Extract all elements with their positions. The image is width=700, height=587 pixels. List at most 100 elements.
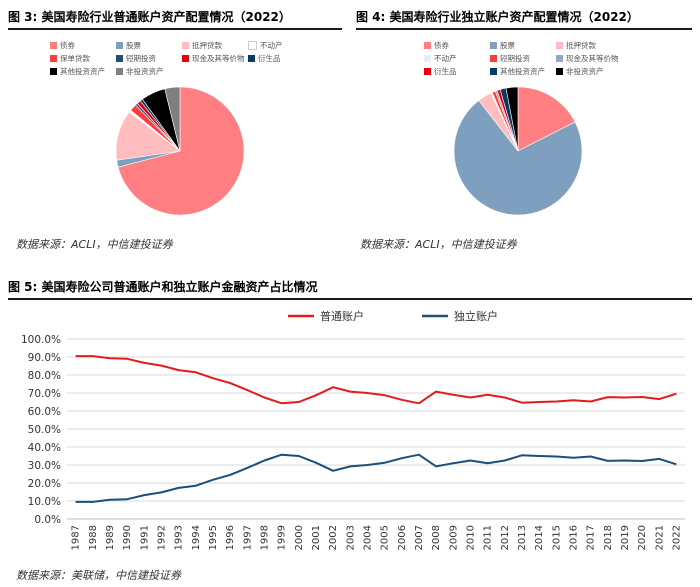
fig5-x-tick-label: 2007	[414, 525, 425, 550]
fig4-pie-slice	[453, 100, 583, 216]
fig5-title: 图 5: 美国寿险公司普通账户和独立账户金融资产占比情况	[8, 280, 318, 294]
fig3-legend-label: 不动产	[260, 41, 283, 50]
fig5-x-tick-label: 2008	[431, 525, 442, 550]
fig3-legend-label: 短期投资	[126, 54, 156, 63]
fig3-legend-row: 保单贷款 短期投资 现金及其等价物 衍生品	[50, 52, 308, 65]
fig5-series-line-1	[75, 355, 677, 405]
fig5-line-chart: 0.0% 10.0% 20.0% 30.0% 40.0% 50.0% 60.0% 70.0% 8…	[21, 309, 685, 550]
fig5-x-tick-label: 1990	[122, 525, 133, 550]
fig3-legend-swatch	[50, 42, 57, 49]
fig5-x-tick-label: 1992	[156, 525, 167, 550]
fig5-y-tick-label: 50.0%	[28, 424, 61, 436]
fig3-legend-item: 非投资资产	[116, 66, 182, 77]
fig5-x-tick-label: 2000	[294, 525, 305, 550]
fig3-pie-slice	[164, 86, 181, 152]
fig4-legend-item: 债券	[424, 40, 490, 51]
fig5-y-tick-label: 60.0%	[28, 406, 61, 418]
fig5-x-tick-label: 2012	[500, 525, 511, 550]
fig5-y-tick-label: 10.0%	[28, 496, 61, 508]
fig4-legend-item: 衍生品	[424, 66, 490, 77]
fig3-legend-label: 股票	[126, 41, 141, 50]
fig3-legend-swatch	[116, 42, 123, 49]
fig4-legend-item: 不动产	[424, 53, 490, 64]
fig3-legend-label: 债券	[60, 41, 75, 50]
fig5-x-tick-label: 2015	[551, 525, 562, 550]
fig5-x-tick-label: 1993	[174, 525, 185, 550]
fig4-legend-swatch	[490, 55, 497, 62]
fig3-source: 数据来源：ACLI，中信建投证券	[16, 238, 173, 251]
fig5-x-tick-label: 2021	[654, 525, 665, 550]
fig5-x-tick-label: 1991	[139, 525, 150, 550]
fig5-x-tick-label: 2019	[620, 525, 631, 550]
fig4-legend-swatch	[556, 55, 563, 62]
fig4-legend-swatch	[556, 42, 563, 49]
fig4-legend-item: 短期投资	[490, 53, 556, 64]
fig4-legend-label: 抵押贷款	[566, 41, 596, 50]
fig5-x-tick-label: 2003	[345, 525, 356, 550]
fig3-legend-item: 衍生品	[248, 53, 308, 64]
fig4-legend-label: 衍生品	[434, 67, 457, 76]
fig4-legend-row: 债券 股票 抵押贷款	[424, 39, 622, 52]
fig3-legend-label: 现金及其等价物	[192, 54, 245, 63]
fig3-legend-item: 抵押贷款	[182, 40, 248, 51]
fig5-legend-label: 独立账户	[454, 309, 498, 323]
fig5-x-tick-label: 2001	[311, 525, 322, 550]
fig3-legend-item: 现金及其等价物	[182, 53, 248, 64]
fig4-legend-swatch	[490, 68, 497, 75]
fig3-pie-slice	[117, 86, 245, 216]
fig5-x-tick-label: 2002	[328, 525, 339, 550]
fig5-x-tick-label: 1995	[208, 525, 219, 550]
fig4-legend-swatch	[424, 68, 431, 75]
fig3-legend-swatch	[182, 55, 189, 62]
fig3-pie-chart	[115, 86, 245, 216]
fig4-legend-label: 不动产	[434, 54, 457, 63]
fig5-x-tick-label: 2009	[448, 525, 459, 550]
fig5-y-tick-label: 100.0%	[21, 334, 61, 346]
fig4-pie-chart	[453, 86, 583, 216]
fig4-legend-swatch	[556, 68, 563, 75]
fig5-x-tick-label: 1998	[259, 525, 270, 550]
fig3-legend-label: 非投资资产	[126, 67, 164, 76]
fig4-legend-label: 其他投资资产	[500, 67, 545, 76]
fig5-x-tick-label: 2017	[586, 525, 597, 550]
fig4-legend-swatch	[424, 42, 431, 49]
fig5-x-tick-label: 2022	[671, 525, 682, 550]
fig4-legend-item: 其他投资资产	[490, 66, 556, 77]
fig4-legend-label: 现金及其等价物	[566, 54, 619, 63]
fig5-y-tick-label: 40.0%	[28, 442, 61, 454]
fig5-x-tick-label: 2016	[568, 525, 579, 550]
fig4-legend-item: 非投资资产	[556, 66, 622, 77]
fig3-legend-swatch	[50, 68, 57, 75]
fig3-legend-item: 短期投资	[116, 53, 182, 64]
fig4-legend-label: 短期投资	[500, 54, 530, 63]
fig3-title: 图 3: 美国寿险行业普通账户资产配置情况（2022）	[8, 10, 291, 24]
fig3-legend-swatch	[248, 41, 257, 50]
fig5-x-tick-label: 1999	[277, 525, 288, 550]
fig3-legend-swatch	[116, 68, 123, 75]
fig5-x-tick-label: 2006	[397, 525, 408, 550]
fig3-legend-row: 债券 股票 抵押贷款 不动产	[50, 39, 308, 52]
fig4-legend-item: 股票	[490, 40, 556, 51]
fig4-legend-row: 不动产 短期投资 现金及其等价物	[424, 52, 622, 65]
fig3-legend-swatch	[182, 42, 189, 49]
fig5-title-rule	[8, 298, 692, 300]
fig5-x-tick-label: 1997	[242, 525, 253, 550]
fig3-legend-label: 抵押贷款	[192, 41, 222, 50]
fig4-legend-swatch	[490, 42, 497, 49]
fig5-series-line-2	[75, 453, 677, 503]
fig4-legend-label: 非投资资产	[566, 67, 604, 76]
fig5-source: 数据来源：美联储，中信建投证券	[16, 569, 181, 582]
fig3-legend-swatch	[116, 55, 123, 62]
fig5-x-tick-label: 2004	[362, 525, 373, 550]
fig4-legend-row: 衍生品 其他投资资产 非投资资产	[424, 65, 622, 78]
fig3-legend-item: 其他投资资产	[50, 66, 116, 77]
fig4-legend-label: 债券	[434, 41, 449, 50]
fig4-pie-slice	[505, 86, 519, 152]
fig4-legend-swatch	[424, 55, 431, 62]
fig5-x-tick-label: 1987	[71, 525, 82, 550]
fig3-legend-row: 其他投资资产 非投资资产	[50, 65, 308, 78]
fig3-legend-label: 其他投资资产	[60, 67, 105, 76]
fig3-legend-swatch	[50, 55, 57, 62]
fig4-legend-item: 现金及其等价物	[556, 53, 622, 64]
fig4-title-rule	[356, 28, 692, 30]
